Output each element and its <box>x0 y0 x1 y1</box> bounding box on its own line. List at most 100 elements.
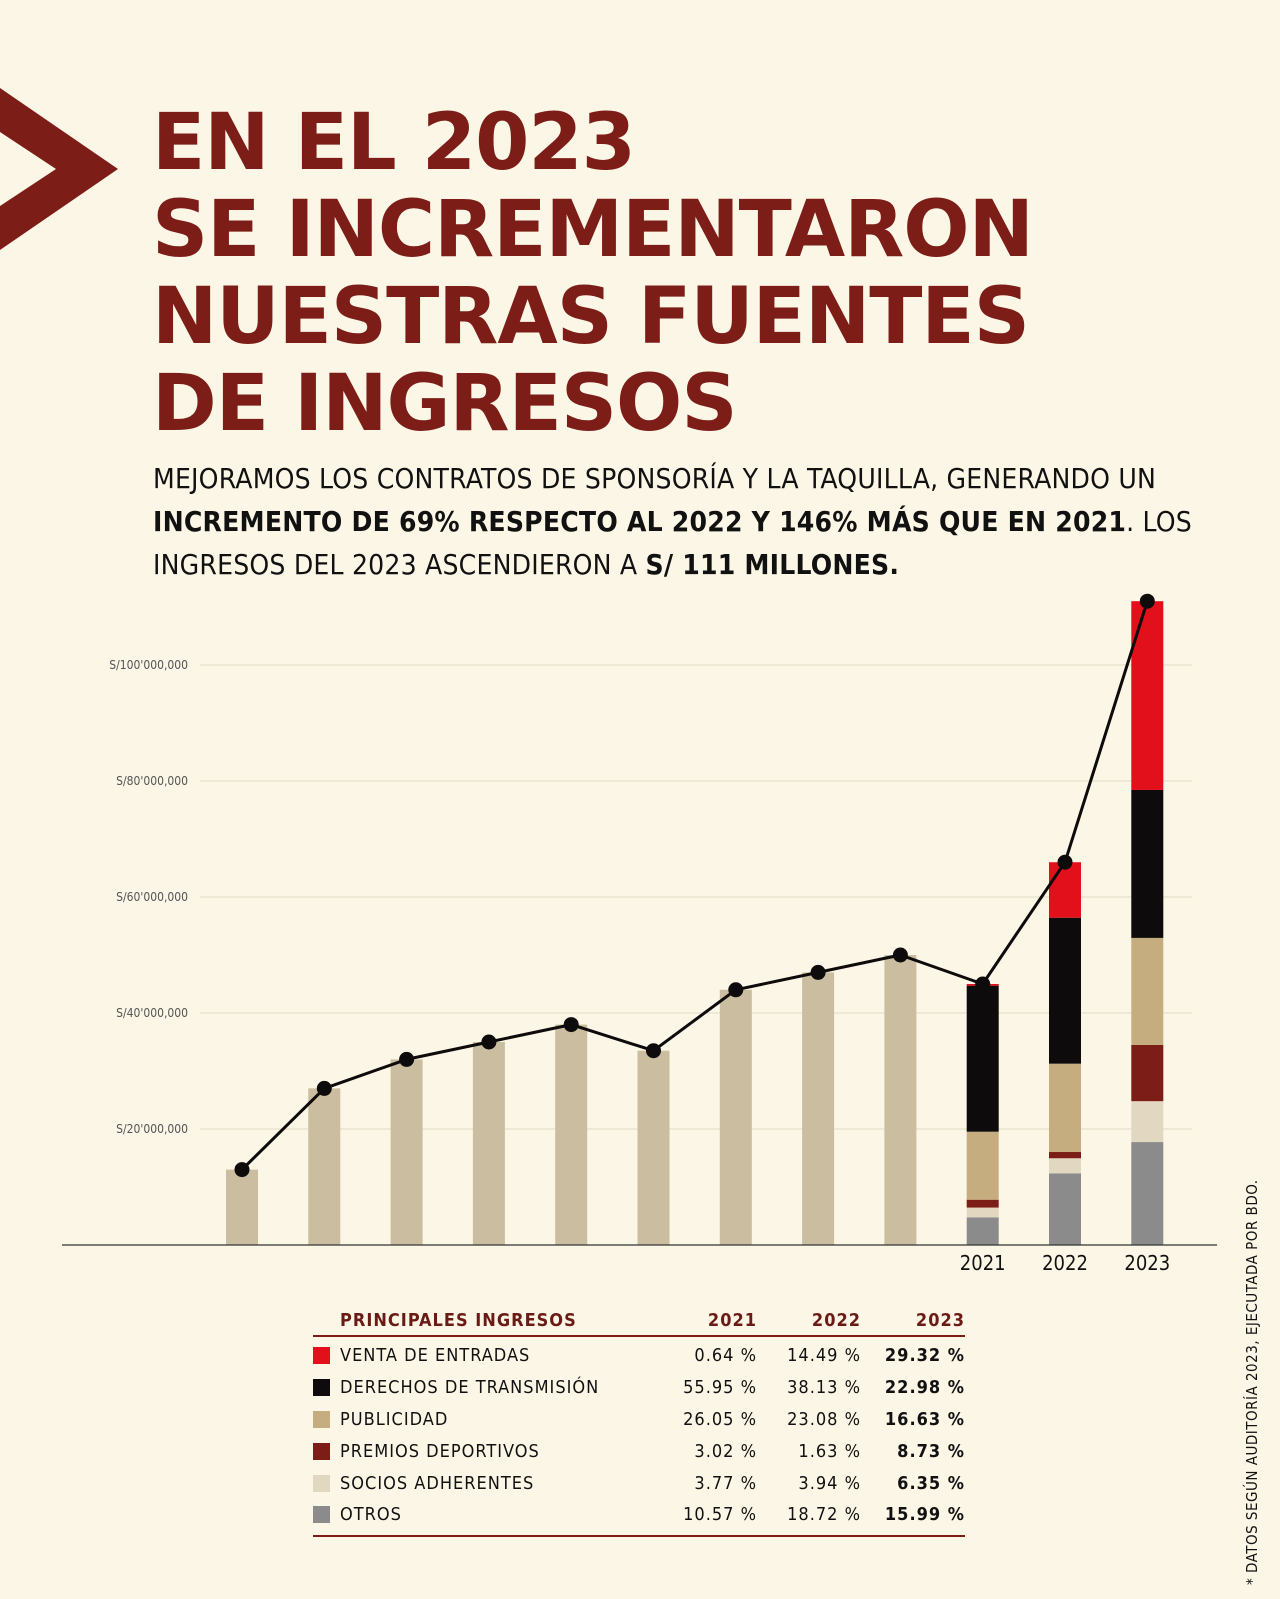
table-row: PREMIOS DEPORTIVOS 3.02 % 1.63 % 8.73 % <box>313 1435 965 1467</box>
subtitle-part-1: MEJORAMOS LOS CONTRATOS DE SPONSORÍA Y L… <box>153 462 1157 495</box>
x-tick-label: 2021 <box>960 1251 1006 1275</box>
value-2021: 26.05 % <box>683 1408 757 1430</box>
value-2023: 22.98 % <box>884 1377 965 1399</box>
total-revenue-line <box>240 600 1149 1171</box>
subtitle-highlight-increase: INCREMENTO DE 69% RESPECTO AL 2022 Y 146… <box>153 505 1127 538</box>
line-marker <box>646 1043 661 1059</box>
line-marker <box>975 976 991 992</box>
stacked-segment <box>966 1199 999 1208</box>
x-tick-label: 2023 <box>1124 1251 1170 1275</box>
historic-bar <box>472 1042 505 1245</box>
table-row: OTROS 10.57 % 18.72 % 15.99 % <box>313 1499 965 1531</box>
subtitle: MEJORAMOS LOS CONTRATOS DE SPONSORÍA Y L… <box>153 457 1213 586</box>
footnote: * DATOS SEGÚN AUDITORÍA 2023, EJECUTADA … <box>1243 1179 1273 1585</box>
table-row: DERECHOS DE TRANSMISIÓN 55.95 % 38.13 % … <box>313 1372 965 1404</box>
stacked-segment <box>966 985 999 1132</box>
headline-line-2: SE INCREMENTARON <box>152 185 1034 275</box>
headline-line-1: EN EL 2023 <box>152 98 636 188</box>
value-2021: 3.02 % <box>694 1440 757 1462</box>
headline-line-4: DE INGRESOS <box>152 359 738 449</box>
line-marker <box>1057 854 1073 870</box>
value-2023: 15.99 % <box>884 1504 965 1526</box>
line-marker <box>481 1034 497 1050</box>
table-row: SOCIOS ADHERENTES 3.77 % 3.94 % 6.35 % <box>313 1467 965 1499</box>
headline: EN EL 2023 SE INCREMENTARON NUESTRAS FUE… <box>152 98 1034 449</box>
table-row: PUBLICIDAD 26.05 % 23.08 % 16.63 % <box>313 1404 965 1436</box>
stacked-segment <box>966 1207 999 1218</box>
stacked-segment <box>1049 1173 1081 1245</box>
value-2023: 29.32 % <box>884 1345 965 1367</box>
legend-swatch <box>313 1474 330 1492</box>
legend-label: OTROS <box>340 1504 402 1526</box>
table-row: VENTA DE ENTRADAS 0.64 % 14.49 % 29.32 % <box>313 1340 965 1372</box>
value-2022: 1.63 % <box>798 1440 861 1462</box>
historic-bar <box>308 1088 341 1245</box>
value-2021: 3.77 % <box>694 1472 757 1494</box>
header-principales-ingresos: PRINCIPALES INGRESOS <box>340 1309 577 1331</box>
table-header: PRINCIPALES INGRESOS 2021 2022 2023 <box>313 1305 965 1337</box>
y-tick-label: S/100'000,000 <box>109 658 188 672</box>
value-2022: 3.94 % <box>798 1472 861 1494</box>
legend-label: SOCIOS ADHERENTES <box>340 1472 535 1494</box>
value-2022: 23.08 % <box>787 1408 861 1430</box>
stacked-segment <box>1131 601 1164 790</box>
historic-bar <box>884 955 917 1245</box>
x-tick-label: 2022 <box>1042 1251 1088 1275</box>
table-body: VENTA DE ENTRADAS 0.64 % 14.49 % 29.32 %… <box>313 1337 965 1537</box>
line-marker <box>316 1080 332 1096</box>
row-label-cell: VENTA DE ENTRADAS <box>313 1345 653 1366</box>
row-label-cell: OTROS <box>313 1504 653 1525</box>
value-2023: 8.73 % <box>897 1440 965 1462</box>
row-label-cell: PREMIOS DEPORTIVOS <box>313 1441 653 1462</box>
stacked-segment <box>966 1217 999 1245</box>
y-tick-label: S/40'000,000 <box>116 1006 188 1020</box>
legend-label: DERECHOS DE TRANSMISIÓN <box>340 1377 600 1399</box>
revenue-chart: S/20'000,000 S/40'000,000 S/60'000,000 S/80… <box>62 593 1217 1275</box>
stacked-segment <box>1049 917 1081 1064</box>
historic-bar <box>555 1024 588 1245</box>
value-2022: 14.49 % <box>787 1345 861 1367</box>
value-2021: 55.95 % <box>683 1377 757 1399</box>
revenue-breakdown-table: PRINCIPALES INGRESOS 2021 2022 2023 VENT… <box>313 1305 965 1537</box>
historic-bar <box>719 989 752 1245</box>
stacked-segment <box>1131 937 1164 1045</box>
legend-swatch <box>313 1506 330 1524</box>
header-2021: 2021 <box>707 1309 757 1331</box>
stacked-segment <box>1049 1063 1081 1153</box>
value-2021: 10.57 % <box>683 1504 757 1526</box>
legend-swatch <box>313 1442 330 1460</box>
line-marker <box>399 1051 415 1067</box>
row-label-cell: DERECHOS DE TRANSMISIÓN <box>313 1377 653 1398</box>
stacked-segment <box>1131 1044 1164 1102</box>
historic-bar <box>637 1050 670 1245</box>
legend-label: PUBLICIDAD <box>340 1408 449 1430</box>
stacked-segment <box>1049 862 1081 918</box>
historic-bar <box>226 1169 258 1245</box>
line-marker <box>1139 593 1155 609</box>
y-tick-label: S/80'000,000 <box>116 774 188 788</box>
legend-swatch <box>313 1379 330 1397</box>
line-marker <box>892 947 908 963</box>
footnote-text: * DATOS SEGÚN AUDITORÍA 2023, EJECUTADA … <box>1243 1179 1261 1585</box>
row-label-cell: PUBLICIDAD <box>313 1409 653 1430</box>
line-marker <box>234 1162 250 1178</box>
historic-bar <box>802 972 835 1245</box>
legend-swatch <box>313 1410 330 1428</box>
stacked-segment <box>1049 1152 1081 1159</box>
value-2022: 18.72 % <box>787 1504 861 1526</box>
subtitle-part-2: . LOS INGRESOS DEL 2023 ASCENDIERON A <box>153 505 1193 581</box>
value-2023: 6.35 % <box>897 1472 965 1494</box>
line-marker <box>810 964 826 980</box>
stacked-segment <box>1131 1101 1164 1143</box>
y-tick-label: S/20'000,000 <box>116 1122 188 1136</box>
value-2022: 38.13 % <box>787 1377 861 1399</box>
legend-label: VENTA DE ENTRADAS <box>340 1345 531 1367</box>
legend-swatch <box>313 1347 330 1365</box>
chevron-icon <box>0 88 118 250</box>
value-2021: 0.64 % <box>694 1345 757 1367</box>
stacked-segment <box>1049 1158 1081 1174</box>
stacked-segment <box>1131 789 1164 938</box>
stacked-segment <box>966 1131 999 1200</box>
row-label-cell: SOCIOS ADHERENTES <box>313 1473 653 1494</box>
header-2022: 2022 <box>811 1309 861 1331</box>
